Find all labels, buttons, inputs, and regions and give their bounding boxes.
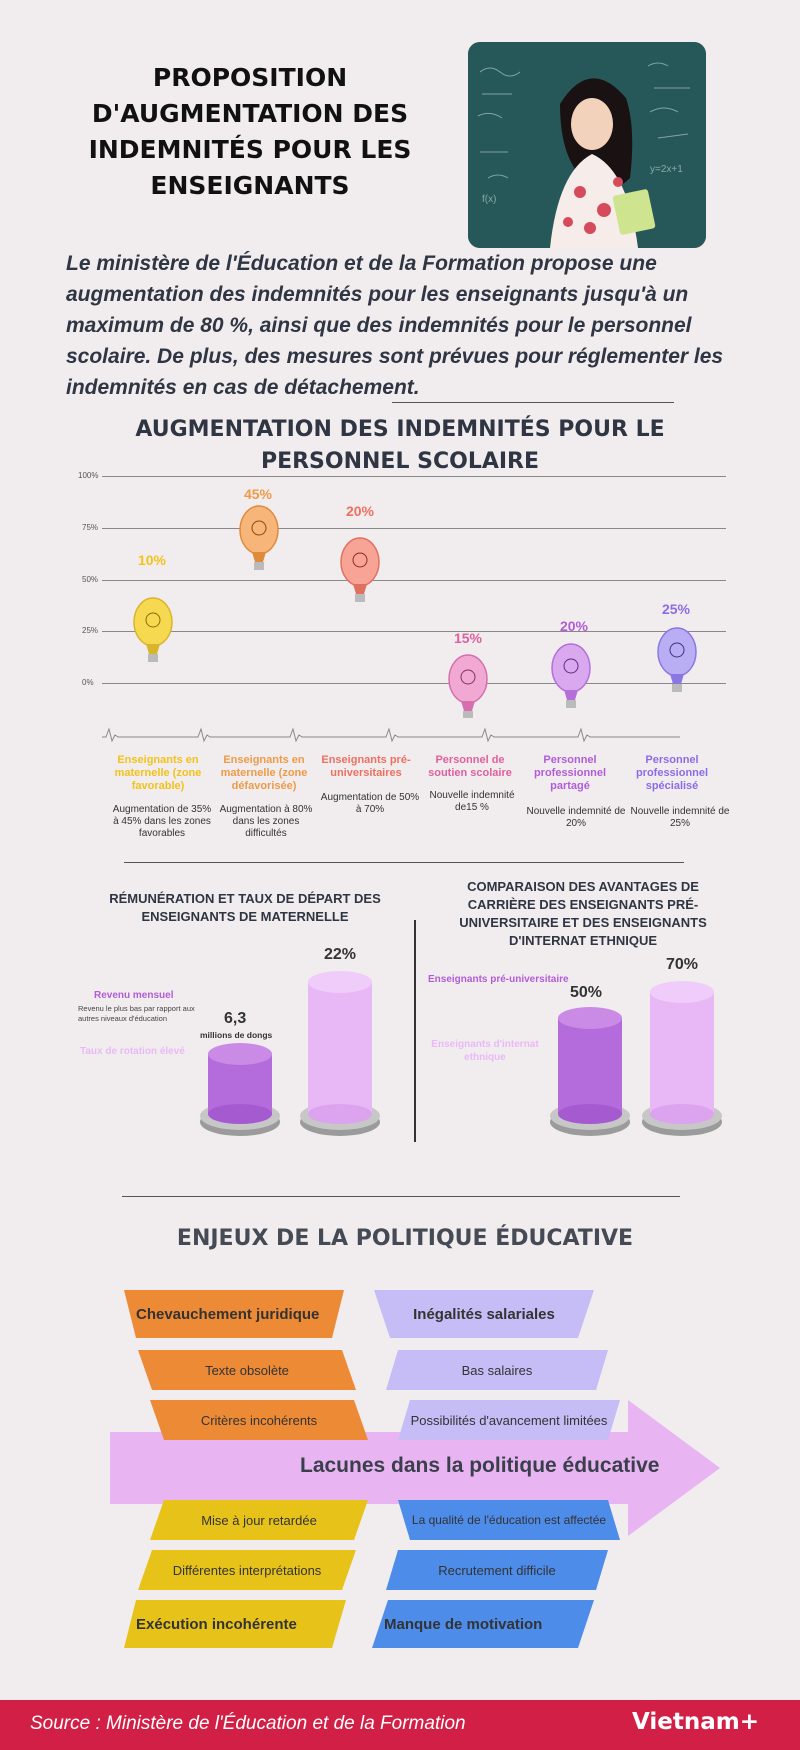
issue-card: Critères incohérents — [150, 1400, 368, 1440]
arrow-label: Lacunes dans la politique éducative — [300, 1454, 660, 1477]
issue-card: Mise à jour retardée — [150, 1500, 368, 1540]
divider — [122, 1196, 680, 1197]
category-desc: Augmentation de 50% à 70% — [320, 792, 420, 815]
pre-univ-value: 50% — [570, 984, 603, 1001]
grid-label-100: 100% — [78, 471, 99, 480]
section1-title: AUGMENTATION DES INDEMNITÉS POUR LE PERS… — [135, 417, 665, 474]
gridline — [102, 528, 726, 529]
pct-label: 20% — [345, 503, 375, 519]
page-title: PROPOSITION D'AUGMENTATION DES INDEMNITÉ… — [88, 63, 412, 200]
balloon-icon — [551, 643, 591, 708]
cylinder-taux — [300, 971, 380, 1136]
balloon-layer — [102, 505, 697, 743]
internat-label: Enseignants d'internat ethnique — [431, 1039, 539, 1063]
cylinder-layer — [200, 971, 722, 1136]
grid-label-50: 50% — [82, 575, 99, 584]
category-title: Enseignants en maternelle (zone défavori… — [220, 754, 308, 792]
issue-card: Bas salaires — [386, 1350, 608, 1390]
salary-section-title: RÉMUNÉRATION ET TAUX DE DÉPART DES ENSEI… — [109, 891, 381, 924]
svg-text:f(x): f(x) — [482, 194, 496, 205]
issue-card: Exécution incohérente — [124, 1600, 346, 1648]
category-desc: Nouvelle indemnité de15 % — [429, 790, 515, 813]
section3-title: ENJEUX DE LA POLITIQUE ÉDUCATIVE — [176, 1226, 634, 1251]
pct-label: 45% — [243, 486, 273, 502]
cylinder-revenu — [200, 1043, 280, 1136]
category-desc: Augmentation de 35% à 45% dans les zones… — [112, 804, 212, 839]
category-desc: Nouvelle indemnité de 25% — [630, 806, 730, 829]
source-text: Source : Ministère de l'Éducation et de … — [30, 1713, 466, 1734]
vietnamplus-logo[interactable]: Vietnam+ — [632, 1709, 760, 1735]
issue-card: Recrutement difficile — [386, 1550, 608, 1590]
teacher-photo: y=2x+1 f(x) — [468, 42, 706, 248]
balloon-icon — [340, 537, 380, 602]
divider — [124, 862, 684, 863]
internat-value: 70% — [666, 956, 699, 973]
category-title: Personnel professionnel spécialisé — [635, 754, 709, 792]
vertical-divider — [414, 920, 416, 1142]
balloon-icon — [657, 627, 697, 692]
revenu-unit: millions de dongs — [200, 1030, 273, 1040]
taux-value: 22% — [324, 946, 357, 963]
issue-card: Différentes interprétations — [138, 1550, 356, 1590]
pre-univ-label: Enseignants pré-universitaire — [428, 974, 569, 985]
issue-card: Chevauchement juridique — [124, 1290, 344, 1338]
balloon-icon — [448, 654, 488, 718]
pct-label: 10% — [137, 552, 167, 568]
category-title: Personnel de soutien scolaire — [428, 754, 512, 779]
gridline — [102, 476, 726, 477]
balloon-icon — [133, 597, 173, 662]
pct-label: 25% — [661, 601, 691, 617]
cylinder-internat — [642, 981, 722, 1136]
revenu-note: Revenu le plus bas par rapport aux autre… — [78, 1004, 195, 1023]
issue-card: Texte obsolète — [138, 1350, 356, 1390]
grid-label-75: 75% — [82, 523, 99, 532]
grid-label-25: 25% — [82, 626, 99, 635]
pct-label: 20% — [559, 618, 589, 634]
issue-card: Possibilités d'avancement limitées — [398, 1400, 620, 1440]
cylinder-pre-univ — [550, 1007, 630, 1136]
category-title: Personnel professionnel partagé — [533, 754, 607, 792]
svg-text:y=2x+1: y=2x+1 — [650, 164, 683, 175]
grid-label-0: 0% — [82, 678, 94, 687]
issue-card: Inégalités salariales — [374, 1290, 594, 1338]
category-desc: Nouvelle indemnité de 20% — [526, 806, 626, 829]
category-title: Enseignants en maternelle (zone favorabl… — [114, 754, 202, 792]
balloon-icon — [239, 505, 279, 570]
gridline — [102, 683, 726, 684]
career-section-title: COMPARAISON DES AVANTAGES DE CARRIÈRE DE… — [459, 879, 707, 948]
gridline — [102, 580, 726, 581]
issue-card: La qualité de l'éducation est affectée — [398, 1500, 620, 1540]
revenu-value: 6,3 — [224, 1010, 247, 1027]
pct-label: 15% — [453, 630, 483, 646]
revenu-label: Revenu mensuel — [94, 990, 174, 1001]
category-desc: Augmentation à 80% dans les zones diffic… — [219, 804, 313, 839]
intro-paragraph: Le ministère de l'Éducation et de la For… — [66, 252, 724, 399]
issue-card: Manque de motivation — [372, 1600, 594, 1648]
taux-label: Taux de rotation élevé — [80, 1046, 185, 1057]
footer-bar — [0, 1700, 800, 1750]
gridline — [102, 631, 726, 632]
category-title: Enseignants pré-universitaires — [321, 754, 411, 779]
divider — [392, 402, 674, 403]
